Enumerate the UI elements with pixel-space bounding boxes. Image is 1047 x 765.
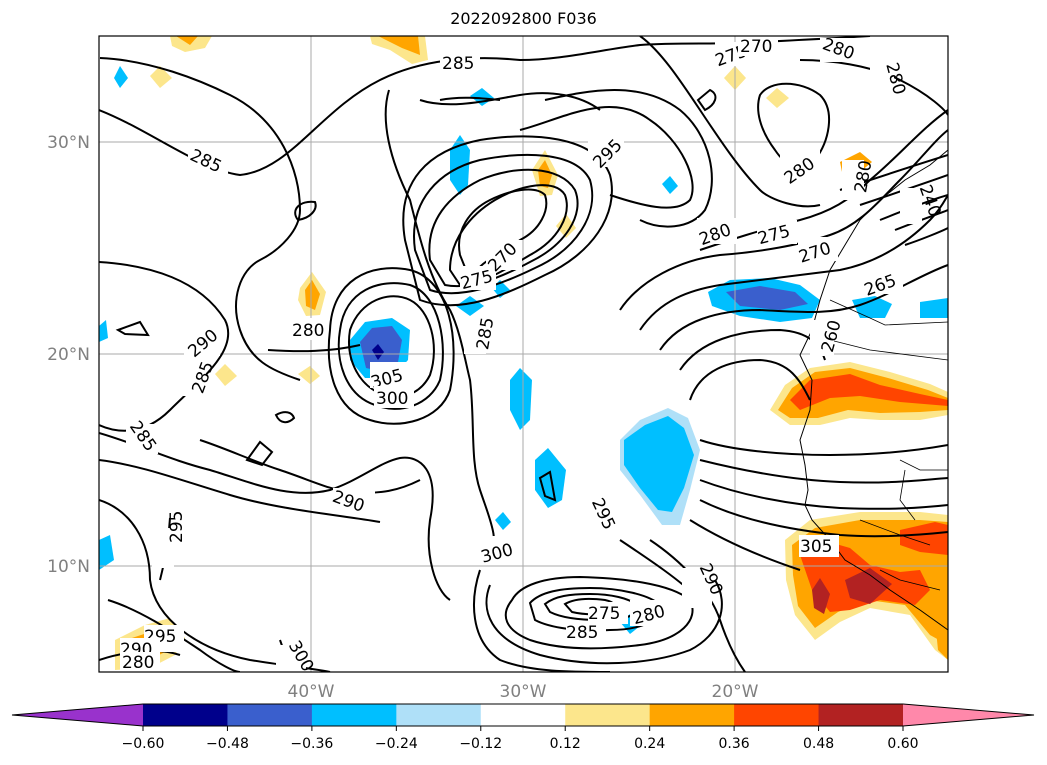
negative-area: [495, 512, 511, 530]
colorbar-segment: [734, 704, 820, 726]
colorbar-tick-label: 0.24: [634, 736, 665, 752]
negative-area: [726, 286, 808, 310]
colorbar-tick-label: −0.60: [122, 736, 165, 752]
colorbar-tick-label: 0.12: [550, 736, 581, 752]
map-panel: 285 285 285 285 295 280 275 270 275 270 …: [99, 36, 948, 673]
colorbar-segment: [311, 704, 397, 726]
contour-label: 275: [588, 604, 620, 624]
colorbar-segment: [143, 704, 228, 726]
colorbar-extend-min: [12, 704, 143, 726]
colorbar-tick-label: −0.12: [459, 736, 502, 752]
negative-area: [920, 298, 948, 318]
lat-label: 30°N: [47, 133, 90, 153]
negative-area: [852, 296, 892, 318]
colorbar-segment: [480, 704, 566, 726]
positive-area: [935, 612, 948, 660]
negative-area: [662, 176, 678, 194]
positive-area: [305, 280, 320, 310]
colorbar-segment: [565, 704, 651, 726]
positive-area: [845, 568, 892, 604]
colorbar-tick-label: 0.60: [887, 736, 918, 752]
colorbar-tick-label: 0.48: [803, 736, 834, 752]
negative-area: [450, 135, 470, 195]
colorbar-segment: [818, 704, 904, 726]
lon-label: 20°W: [712, 682, 759, 702]
colorbar-segment: [396, 704, 482, 726]
colorbar-tick-label: −0.48: [206, 736, 249, 752]
contour-label: 285: [442, 54, 474, 74]
colorbar-tick-label: −0.24: [375, 736, 418, 752]
positive-area: [556, 214, 576, 238]
lat-label: 20°N: [47, 345, 90, 365]
positive-area: [812, 578, 830, 614]
contour-label: 280: [292, 321, 324, 341]
negative-area: [114, 66, 128, 88]
contour-label: 305: [800, 537, 832, 557]
lon-label: 40°W: [288, 682, 335, 702]
positive-area: [900, 522, 948, 555]
negative-area: [99, 320, 108, 342]
positive-area: [150, 66, 172, 88]
positive-area: [170, 36, 212, 52]
negative-area: [624, 416, 694, 512]
positive-area: [790, 374, 948, 410]
colorbar: −0.60 −0.48 −0.36 −0.24 −0.12 0.12 0.24 0.36 0.4…: [11, 703, 1035, 752]
contour-label: 295: [167, 511, 187, 543]
plot-title: 2022092800 F036: [450, 9, 597, 28]
gridlines: [99, 36, 948, 672]
contour-label: 280: [122, 653, 154, 673]
negative-area: [372, 344, 384, 360]
map-frame: [98, 35, 949, 673]
contour-label: 285: [566, 623, 598, 643]
contour-label: 300: [376, 389, 408, 409]
positive-area: [215, 364, 237, 386]
positive-area: [538, 160, 552, 188]
latitude-labels: 30°N 20°N 10°N: [47, 133, 90, 577]
contour-label: 270: [740, 37, 772, 57]
longitude-labels: 40°W 30°W 20°W: [288, 682, 759, 702]
negative-area: [510, 368, 532, 430]
positive-area: [176, 36, 198, 45]
lon-label: 30°W: [500, 682, 547, 702]
contour-labels: 285 285 285 285 295 280 275 270 275 270 …: [120, 36, 945, 673]
positive-area: [298, 366, 320, 384]
positive-area: [378, 36, 420, 55]
negative-area: [99, 535, 114, 570]
colorbar-segment: [649, 704, 735, 726]
colorbar-tick-label: −0.36: [290, 736, 333, 752]
colorbar-tick-label: 0.36: [719, 736, 750, 752]
positive-area: [766, 88, 789, 108]
lat-label: 10°N: [47, 557, 90, 577]
colorbar-extend-max: [903, 704, 1034, 726]
colorbar-segment: [227, 704, 313, 726]
